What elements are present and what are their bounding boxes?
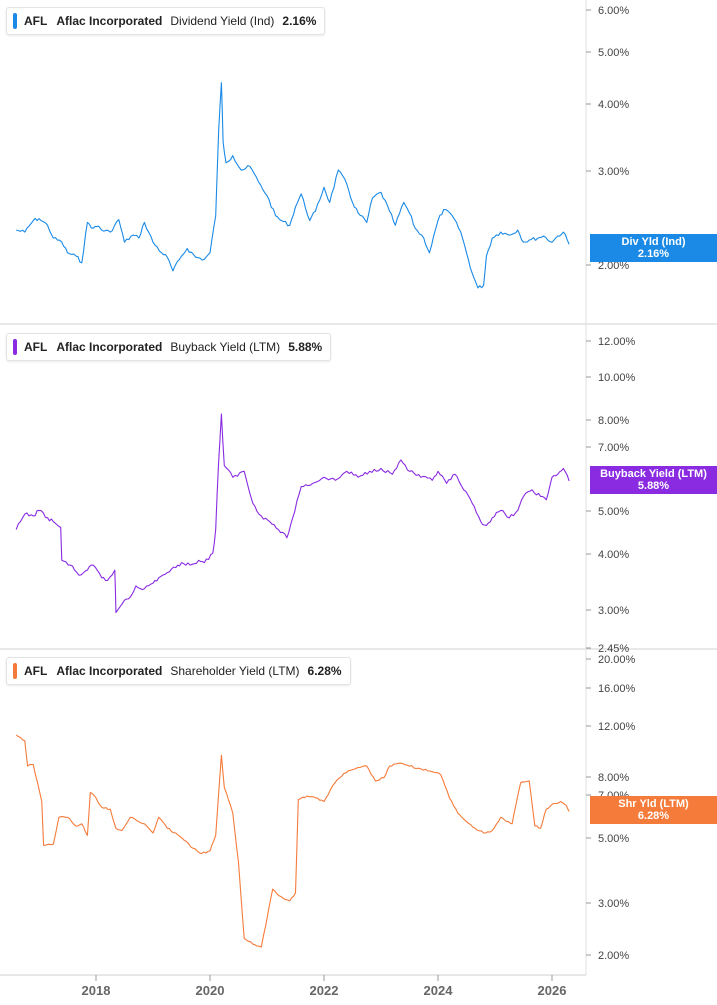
value-tag-label: Shr Yld (LTM) — [618, 798, 689, 810]
legend-metric: Buyback Yield (LTM) — [170, 340, 281, 354]
y-tick-label: 4.00% — [598, 99, 629, 111]
legend-swatch-buyback — [13, 339, 17, 355]
y-tick-label: 3.00% — [598, 605, 629, 617]
y-tick-label: 6.00% — [598, 5, 629, 17]
x-tick-label: 2026 — [538, 983, 567, 998]
y-tick-label: 3.00% — [598, 898, 629, 910]
x-tick-label: 2020 — [196, 983, 225, 998]
legend-buyback-yield: AFL Aflac Incorporated Buyback Yield (LT… — [6, 333, 332, 361]
legend-dividend-yield: AFL Aflac Incorporated Dividend Yield (I… — [6, 7, 326, 35]
y-tick-label: 2.00% — [598, 950, 629, 962]
legend-swatch-dividend — [13, 13, 17, 29]
series-line-buyback-yield — [15, 413, 570, 614]
y-tick-label: 5.00% — [598, 833, 629, 845]
y-tick-label: 20.00% — [598, 654, 636, 666]
value-tag-value: 2.16% — [637, 248, 670, 260]
legend-ticker: AFL — [24, 14, 48, 28]
value-tag-label: Div Yld (Ind) — [621, 236, 686, 248]
legend-value: 6.28% — [307, 664, 342, 678]
y-tick-label: 7.00% — [598, 442, 629, 454]
value-tag-value: 6.28% — [637, 810, 670, 822]
value-tag-buyback: Buyback Yield (LTM) 5.88% — [590, 466, 717, 494]
y-tick-label: 2.00% — [598, 260, 629, 272]
y-tick-label: 3.00% — [598, 166, 629, 178]
y-tick-label: 10.00% — [598, 372, 636, 384]
x-tick-label: 2018 — [82, 983, 111, 998]
y-tick-label: 5.00% — [598, 47, 629, 59]
value-tag-shareholder: Shr Yld (LTM) 6.28% — [590, 796, 717, 824]
x-tick-label: 2022 — [310, 983, 339, 998]
x-tick-label: 2024 — [424, 983, 454, 998]
y-tick-label: 12.00% — [598, 336, 636, 348]
legend-ticker: AFL — [24, 340, 48, 354]
legend-company: Aflac Incorporated — [56, 14, 163, 28]
series-line-shareholder-yield — [15, 734, 570, 948]
series-line-dividend-yield — [16, 82, 570, 289]
legend-metric: Dividend Yield (Ind) — [170, 14, 275, 28]
legend-swatch-shareholder — [13, 663, 17, 679]
value-tag-value: 5.88% — [637, 480, 670, 492]
y-tick-label: 2.45% — [598, 643, 629, 655]
legend-ticker: AFL — [24, 664, 48, 678]
y-tick-label: 8.00% — [598, 415, 629, 427]
legend-company: Aflac Incorporated — [56, 664, 163, 678]
y-tick-label: 5.00% — [598, 506, 629, 518]
legend-value: 2.16% — [282, 14, 317, 28]
y-tick-label: 16.00% — [598, 683, 636, 695]
value-tag-dividend: Div Yld (Ind) 2.16% — [590, 234, 717, 262]
legend-metric: Shareholder Yield (LTM) — [170, 664, 300, 678]
legend-company: Aflac Incorporated — [56, 340, 163, 354]
legend-shareholder-yield: AFL Aflac Incorporated Shareholder Yield… — [6, 657, 351, 685]
legend-value: 5.88% — [288, 340, 323, 354]
value-tag-label: Buyback Yield (LTM) — [600, 468, 707, 480]
y-tick-label: 4.00% — [598, 549, 629, 561]
y-tick-label: 8.00% — [598, 772, 629, 784]
y-tick-label: 12.00% — [598, 721, 636, 733]
